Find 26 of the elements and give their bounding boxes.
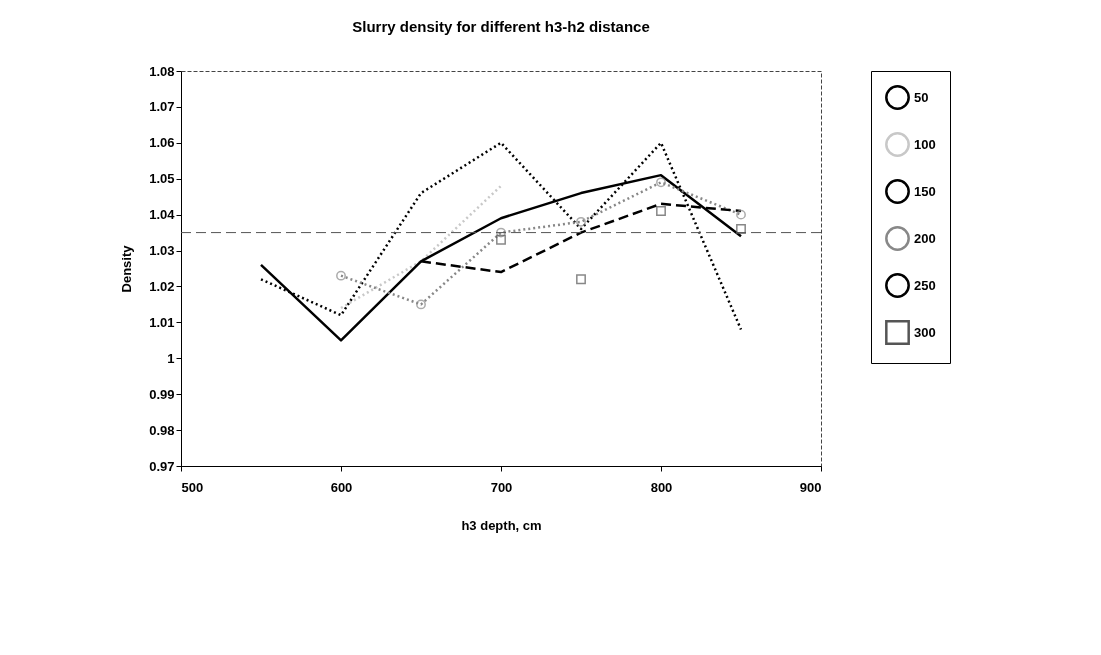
y-tick-label: 0.99 bbox=[149, 386, 175, 402]
y-tick-label: 1.02 bbox=[149, 278, 175, 294]
legend-label: 200 bbox=[914, 230, 936, 246]
x-axis-title: h3 depth, cm bbox=[461, 517, 542, 533]
x-tick-label: 600 bbox=[330, 479, 353, 495]
y-tick-label: 1.01 bbox=[149, 314, 175, 330]
chart-title: Slurry density for different h3-h2 distance bbox=[352, 18, 650, 35]
legend-label: 50 bbox=[914, 89, 929, 105]
y-tick-label: 1.07 bbox=[149, 99, 175, 115]
y-tick-label: 1.06 bbox=[149, 135, 175, 151]
y-tick-label: 1 bbox=[167, 350, 175, 366]
x-tick-label: 800 bbox=[650, 479, 673, 495]
x-tick-label: 500 bbox=[181, 479, 204, 495]
y-tick-label: 0.98 bbox=[149, 422, 175, 438]
y-tick-label: 1.04 bbox=[149, 207, 176, 223]
y-tick-label: 1.03 bbox=[149, 243, 175, 259]
legend-label: 300 bbox=[914, 324, 936, 340]
y-tick-label: 0.97 bbox=[149, 458, 175, 474]
legend-label: 150 bbox=[914, 183, 936, 199]
legend-label: 250 bbox=[914, 277, 936, 293]
y-tick-label: 1.08 bbox=[149, 63, 175, 79]
x-tick-label: 900 bbox=[799, 479, 822, 495]
x-tick-label: 700 bbox=[490, 479, 513, 495]
y-tick-label: 1.05 bbox=[149, 171, 175, 187]
legend-label: 100 bbox=[914, 136, 936, 152]
y-axis-title: Density bbox=[119, 244, 135, 293]
